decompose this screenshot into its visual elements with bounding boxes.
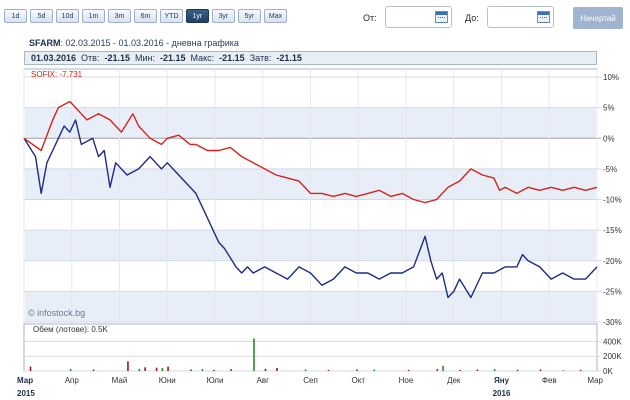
period-button-ytd[interactable]: YTD	[160, 9, 183, 23]
draw-button[interactable]: Начертай	[573, 7, 623, 29]
x-tick-label: Окт	[352, 376, 366, 385]
x-tick-label: Мар	[17, 376, 33, 385]
volume-bar	[213, 369, 215, 371]
x-tick-label: Авг	[256, 376, 269, 385]
volume-bar	[562, 370, 565, 371]
y-tick-label: 0%	[603, 134, 615, 143]
volume-bar	[436, 369, 439, 371]
period-button-6m[interactable]: 6m	[134, 9, 157, 23]
volume-bar	[373, 369, 376, 371]
ohlc-date: 01.03.2016	[31, 53, 77, 63]
volume-area	[23, 323, 598, 372]
x-tick-label: Дек	[447, 376, 461, 385]
volume-bar	[327, 369, 330, 371]
y-tick-label: -20%	[603, 257, 622, 266]
volume-bar	[356, 369, 358, 371]
ohlc-bar: 01.03.2016 Отв: -21.15 Мин: -21.15 Макс: -2…	[24, 51, 597, 65]
y-tick-label: -5%	[603, 165, 617, 174]
y-tick-label: 5%	[603, 104, 615, 113]
x-tick-label: Фев	[542, 376, 557, 385]
x-tick-label: Апр	[65, 376, 80, 385]
volume-bar	[276, 368, 278, 371]
open-value: -21.15	[104, 53, 130, 63]
volume-bar	[92, 369, 95, 371]
volume-tick-label: 200K	[603, 352, 622, 361]
series-line-sofix	[23, 100, 598, 204]
volume-bar	[516, 369, 519, 371]
volume-bar	[69, 369, 72, 371]
open-label: Отв:	[81, 53, 100, 63]
index-label: SOFIX: -7.731	[31, 70, 83, 79]
volume-bar	[253, 338, 255, 371]
x-tick-label: Юли	[207, 376, 224, 385]
period-button-5d[interactable]: 5d	[30, 9, 53, 23]
x-tick-label: Мар	[587, 376, 603, 385]
year-label: 2015	[17, 389, 35, 398]
volume-bar	[304, 369, 307, 371]
volume-bar	[29, 366, 32, 371]
period-button-3m[interactable]: 3m	[108, 9, 131, 23]
volume-bar	[493, 369, 496, 371]
min-value: -21.15	[159, 53, 186, 63]
period-button-max[interactable]: Max	[264, 9, 287, 23]
series-line-sfarm	[23, 119, 598, 299]
close-label: Затв:	[249, 53, 272, 63]
volume-bar	[201, 369, 204, 371]
x-tick-label: Яну	[494, 376, 510, 385]
volume-bar	[144, 367, 146, 371]
period-button-1m[interactable]: 1m	[82, 9, 105, 23]
volume-tick-label: 400K	[603, 337, 622, 346]
watermark: © infostock.bg	[28, 308, 85, 318]
volume-tick-label: 0K	[603, 367, 613, 376]
volume-bar	[230, 369, 232, 371]
volume-bar	[155, 367, 158, 371]
x-tick-label: Сеп	[303, 376, 318, 385]
year-label: 2016	[493, 389, 511, 398]
date-from-label: От:	[363, 13, 377, 23]
period-button-5yr[interactable]: 5уг	[238, 9, 261, 23]
max-label: Макс:	[190, 53, 215, 63]
y-tick-label: -15%	[603, 226, 622, 235]
volume-bar	[138, 368, 141, 371]
y-tick-label: -10%	[603, 196, 622, 205]
volume-bar	[190, 369, 192, 371]
volume-bar	[579, 369, 582, 371]
period-button-10d[interactable]: 10d	[56, 9, 79, 23]
period-button-1yr[interactable]: 1уг	[186, 9, 209, 23]
date-from-input[interactable]	[385, 6, 452, 28]
close-value: -21.15	[276, 53, 302, 63]
ticker: SFARM	[29, 38, 61, 48]
volume-bar	[539, 369, 542, 371]
y-tick-label: -30%	[603, 318, 622, 327]
min-label: Мин:	[134, 53, 155, 63]
volume-bar	[167, 366, 169, 371]
period-button-3yr[interactable]: 3уг	[212, 9, 235, 23]
volume-bar	[127, 361, 129, 371]
chart-title: SFARM: 02.03.2015 - 01.03.2016 - дневна …	[29, 38, 239, 48]
volume-bar	[407, 369, 410, 371]
volume-bar	[161, 368, 164, 371]
volume-bar	[442, 365, 444, 371]
period-selector: 1d 5d 10d 1m 3m 6m YTD 1уг 3уг 5уг Max	[4, 9, 287, 23]
volume-label: Обем (лотове): 0.5K	[33, 325, 108, 334]
volume-bar	[264, 368, 267, 371]
volume-bar	[459, 369, 462, 371]
date-to-input[interactable]	[487, 6, 554, 28]
y-tick-label: 10%	[603, 73, 619, 82]
x-tick-label: Ное	[399, 376, 414, 385]
period-button-1d[interactable]: 1d	[4, 9, 27, 23]
calendar-icon[interactable]	[435, 11, 448, 23]
volume-bar	[476, 369, 479, 371]
date-to-label: До:	[465, 13, 479, 23]
calendar-icon[interactable]	[537, 11, 550, 23]
x-tick-label: Май	[112, 376, 128, 385]
max-value: -21.15	[219, 53, 245, 63]
y-tick-label: -25%	[603, 287, 622, 296]
date-range: : 02.03.2015 - 01.03.2016 - дневна графи…	[60, 38, 239, 48]
x-tick-label: Юни	[159, 376, 176, 385]
